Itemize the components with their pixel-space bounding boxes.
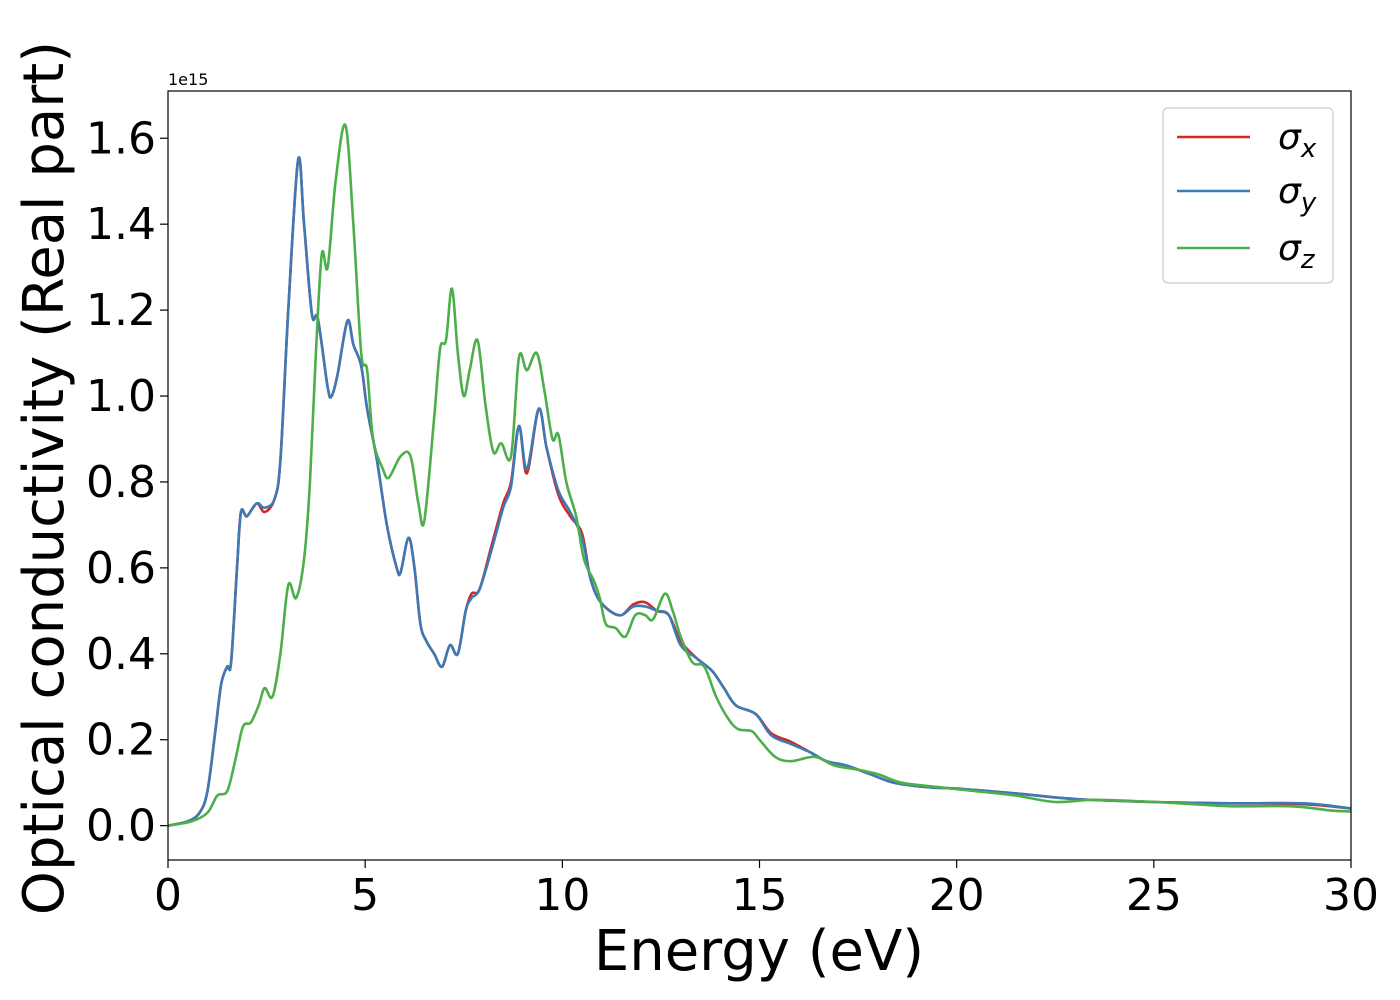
y-tick-label: 1.4 (86, 199, 156, 250)
series-layer (167, 123, 1352, 827)
y-tick-label: 0.0 (86, 801, 156, 852)
legend-box (1162, 107, 1334, 284)
x-tick-label: 5 (351, 870, 379, 921)
x-tick-label: 15 (732, 870, 788, 921)
legend-label-y: σy (1278, 171, 1317, 218)
x-axis-label: Energy (eV) (594, 919, 924, 984)
x-tick-label: 10 (534, 870, 590, 921)
x-tick-label: 0 (154, 870, 182, 921)
y-axis-label: Optical conductivity (Real part) (12, 41, 77, 915)
series-line-y (167, 156, 1352, 827)
offset-text: 1e15 (168, 70, 208, 89)
legend-label-x: σx (1278, 117, 1317, 164)
legend: σx σy σz (1162, 107, 1334, 284)
ticks-layer: 0 5 10 15 20 25 30 0.0 0.2 0.4 0.6 0.8 1.0 1.2 1.4 1.6 (86, 113, 1379, 921)
plot-frame (167, 90, 1352, 861)
y-tick-label: 1.0 (86, 371, 156, 422)
y-tick-label: 0.6 (86, 543, 156, 594)
y-tick-label: 1.6 (86, 113, 156, 164)
y-tick-label: 0.8 (86, 457, 156, 508)
series-line-z (167, 123, 1352, 827)
y-tick-label: 0.2 (86, 715, 156, 766)
x-tick-label: 20 (929, 870, 985, 921)
legend-label-z: σz (1278, 228, 1316, 275)
x-tick-label: 30 (1323, 870, 1379, 921)
y-tick-label: 0.4 (86, 629, 156, 680)
y-tick-label: 1.2 (86, 285, 156, 336)
x-tick-label: 25 (1126, 870, 1182, 921)
